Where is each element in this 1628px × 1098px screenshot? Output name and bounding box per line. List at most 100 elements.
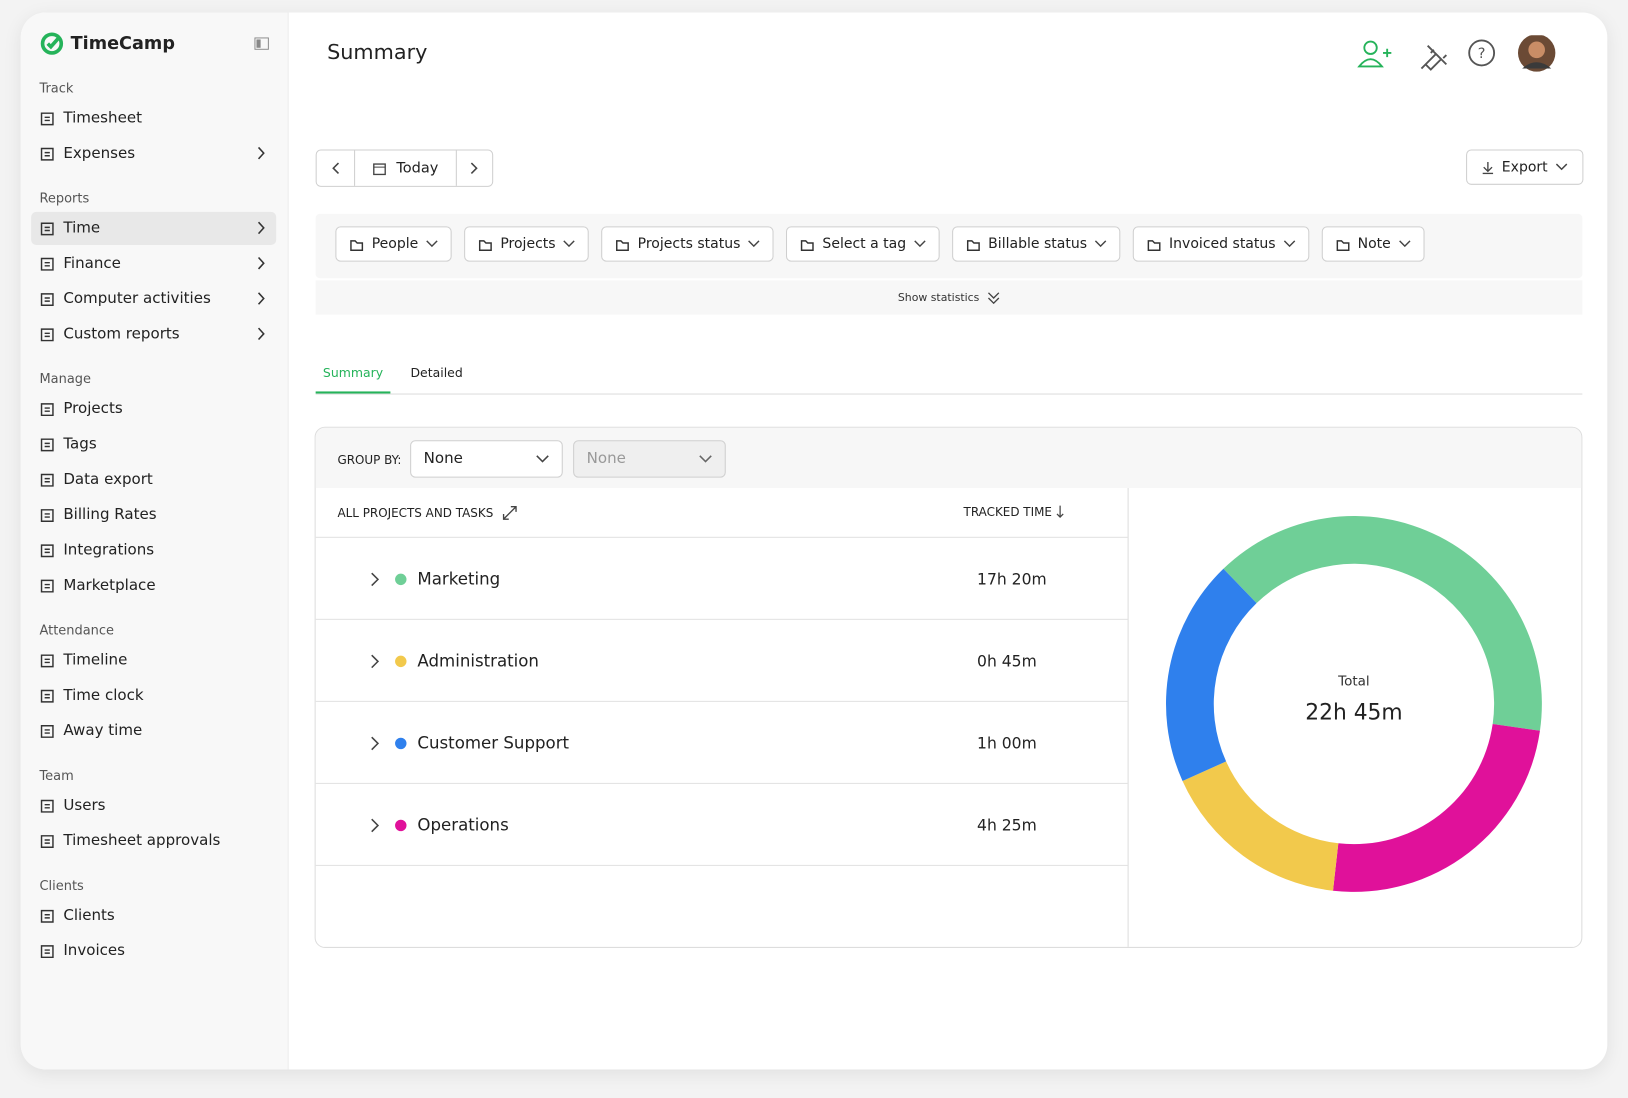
collapse-button[interactable]	[254, 37, 269, 50]
chevron	[699, 455, 712, 463]
project-name: Customer Support	[417, 733, 570, 753]
logo-icon	[40, 32, 64, 55]
export-button[interactable]: Export	[1466, 149, 1584, 185]
nav-item[interactable]: Away time	[31, 714, 276, 747]
table-row[interactable]: Operations 4h 25m	[315, 782, 1128, 866]
icon-shape	[40, 111, 54, 125]
chevron	[257, 256, 265, 270]
nav-label: Integrations	[63, 541, 155, 559]
section-title: Team	[39, 767, 74, 783]
filter-button[interactable]: Select a tag	[786, 226, 940, 262]
chevron	[257, 146, 265, 160]
icon	[40, 724, 54, 738]
icon-shape	[40, 221, 54, 235]
expand-chevron[interactable]	[370, 818, 380, 833]
nav-item[interactable]: Marketplace	[31, 569, 276, 602]
icon	[40, 834, 54, 848]
nav-item[interactable]: Computer activities	[31, 282, 276, 315]
nav-label: Data export	[63, 471, 153, 489]
filter-button[interactable]: Projects status	[601, 226, 774, 262]
date-button[interactable]: Today	[355, 150, 457, 186]
filter-button[interactable]: Note	[1321, 226, 1425, 262]
icon	[350, 239, 364, 251]
table-row[interactable]: Marketing 17h 20m	[315, 536, 1128, 620]
filter-button[interactable]: Projects	[463, 226, 589, 262]
avatar[interactable]	[1518, 35, 1556, 72]
table: ALL PROJECTS AND TASKS TRACKED TIME Mark…	[315, 488, 1129, 947]
dot	[395, 819, 407, 831]
prev-button[interactable]	[317, 150, 356, 186]
filter-label: Select a tag	[822, 235, 907, 253]
icon	[40, 508, 54, 522]
expand-chevron[interactable]	[370, 572, 380, 587]
expand-chevron[interactable]	[370, 654, 380, 669]
icon-shape	[478, 239, 492, 251]
chevron-shape	[1094, 240, 1107, 248]
filter-label: Projects	[500, 235, 556, 253]
icon-shape	[40, 689, 54, 703]
expand-icon[interactable]	[502, 505, 519, 522]
group-select[interactable]: None	[410, 440, 563, 478]
color-dot	[395, 819, 407, 831]
double-chevron	[988, 291, 1000, 304]
nav-item[interactable]: Timesheet	[31, 102, 276, 135]
nav-item[interactable]: Custom reports	[31, 318, 276, 351]
chevron	[1094, 240, 1107, 248]
nav-item[interactable]: Clients	[31, 899, 276, 932]
nav-item[interactable]: Tags	[31, 428, 276, 461]
nav-label: Projects	[63, 400, 123, 418]
table-row[interactable]: Customer Support 1h 00m	[315, 700, 1128, 784]
nav-item[interactable]: Integrations	[31, 534, 276, 567]
icon-shape	[40, 327, 54, 341]
project-name: Administration	[417, 651, 539, 671]
icon	[966, 239, 980, 251]
chevron-shape	[257, 146, 265, 160]
column-header[interactable]: TRACKED TIME	[964, 505, 1065, 519]
logo: TimeCamp	[39, 31, 175, 56]
nav-item[interactable]: Timesheet approvals	[31, 824, 276, 857]
icon-shape	[40, 543, 54, 557]
icon	[40, 579, 54, 593]
calendar-icon	[372, 162, 386, 175]
icon	[616, 239, 629, 251]
export-label: Export	[1501, 158, 1548, 176]
color-dot	[395, 737, 407, 749]
integrations-icon[interactable]	[1420, 45, 1448, 71]
filter-button[interactable]: Billable status	[951, 226, 1121, 262]
table-row[interactable]: Administration 0h 45m	[315, 618, 1128, 702]
nav-item[interactable]: Expenses	[31, 137, 276, 170]
filter-button[interactable]: People	[335, 226, 452, 262]
chevron-shape	[371, 572, 380, 586]
chevron	[563, 240, 575, 248]
invite-icon[interactable]	[1357, 40, 1392, 68]
dot	[395, 737, 407, 749]
icon-shape	[40, 292, 54, 306]
nav-item[interactable]: Invoices	[31, 934, 276, 967]
show-statistics[interactable]: Show statistics	[315, 280, 1583, 315]
nav-item[interactable]: Time	[31, 211, 277, 246]
nav-item[interactable]: Data export	[31, 463, 276, 496]
nav-item[interactable]: Finance	[31, 247, 276, 280]
nav-item[interactable]: Time clock	[31, 679, 276, 712]
icon-shape	[350, 239, 364, 251]
help-icon[interactable]: ?	[1468, 39, 1496, 67]
filter-label: Invoiced status	[1169, 235, 1276, 253]
nav-label: Time	[63, 220, 101, 237]
nav-item[interactable]: Billing Rates	[31, 498, 276, 531]
icon-shape	[40, 909, 54, 923]
tab[interactable]: Detailed	[410, 365, 463, 381]
icon	[40, 437, 54, 451]
chevron-shape	[426, 240, 438, 248]
nav-item[interactable]: Timeline	[31, 644, 276, 677]
tab[interactable]: Summary	[315, 365, 391, 394]
nav-label: Marketplace	[63, 577, 156, 594]
nav-item[interactable]: Users	[31, 789, 276, 822]
filter-button[interactable]: Invoiced status	[1132, 226, 1309, 262]
filter-label: Billable status	[988, 235, 1088, 253]
nav-item[interactable]: Projects	[31, 392, 276, 425]
expand-chevron[interactable]	[370, 736, 380, 751]
group-by-bar: GROUP BY: None None	[315, 427, 1582, 489]
next-button[interactable]	[457, 151, 492, 186]
icon-shape	[616, 239, 629, 251]
tabs: Summary Detailed	[315, 365, 1583, 395]
